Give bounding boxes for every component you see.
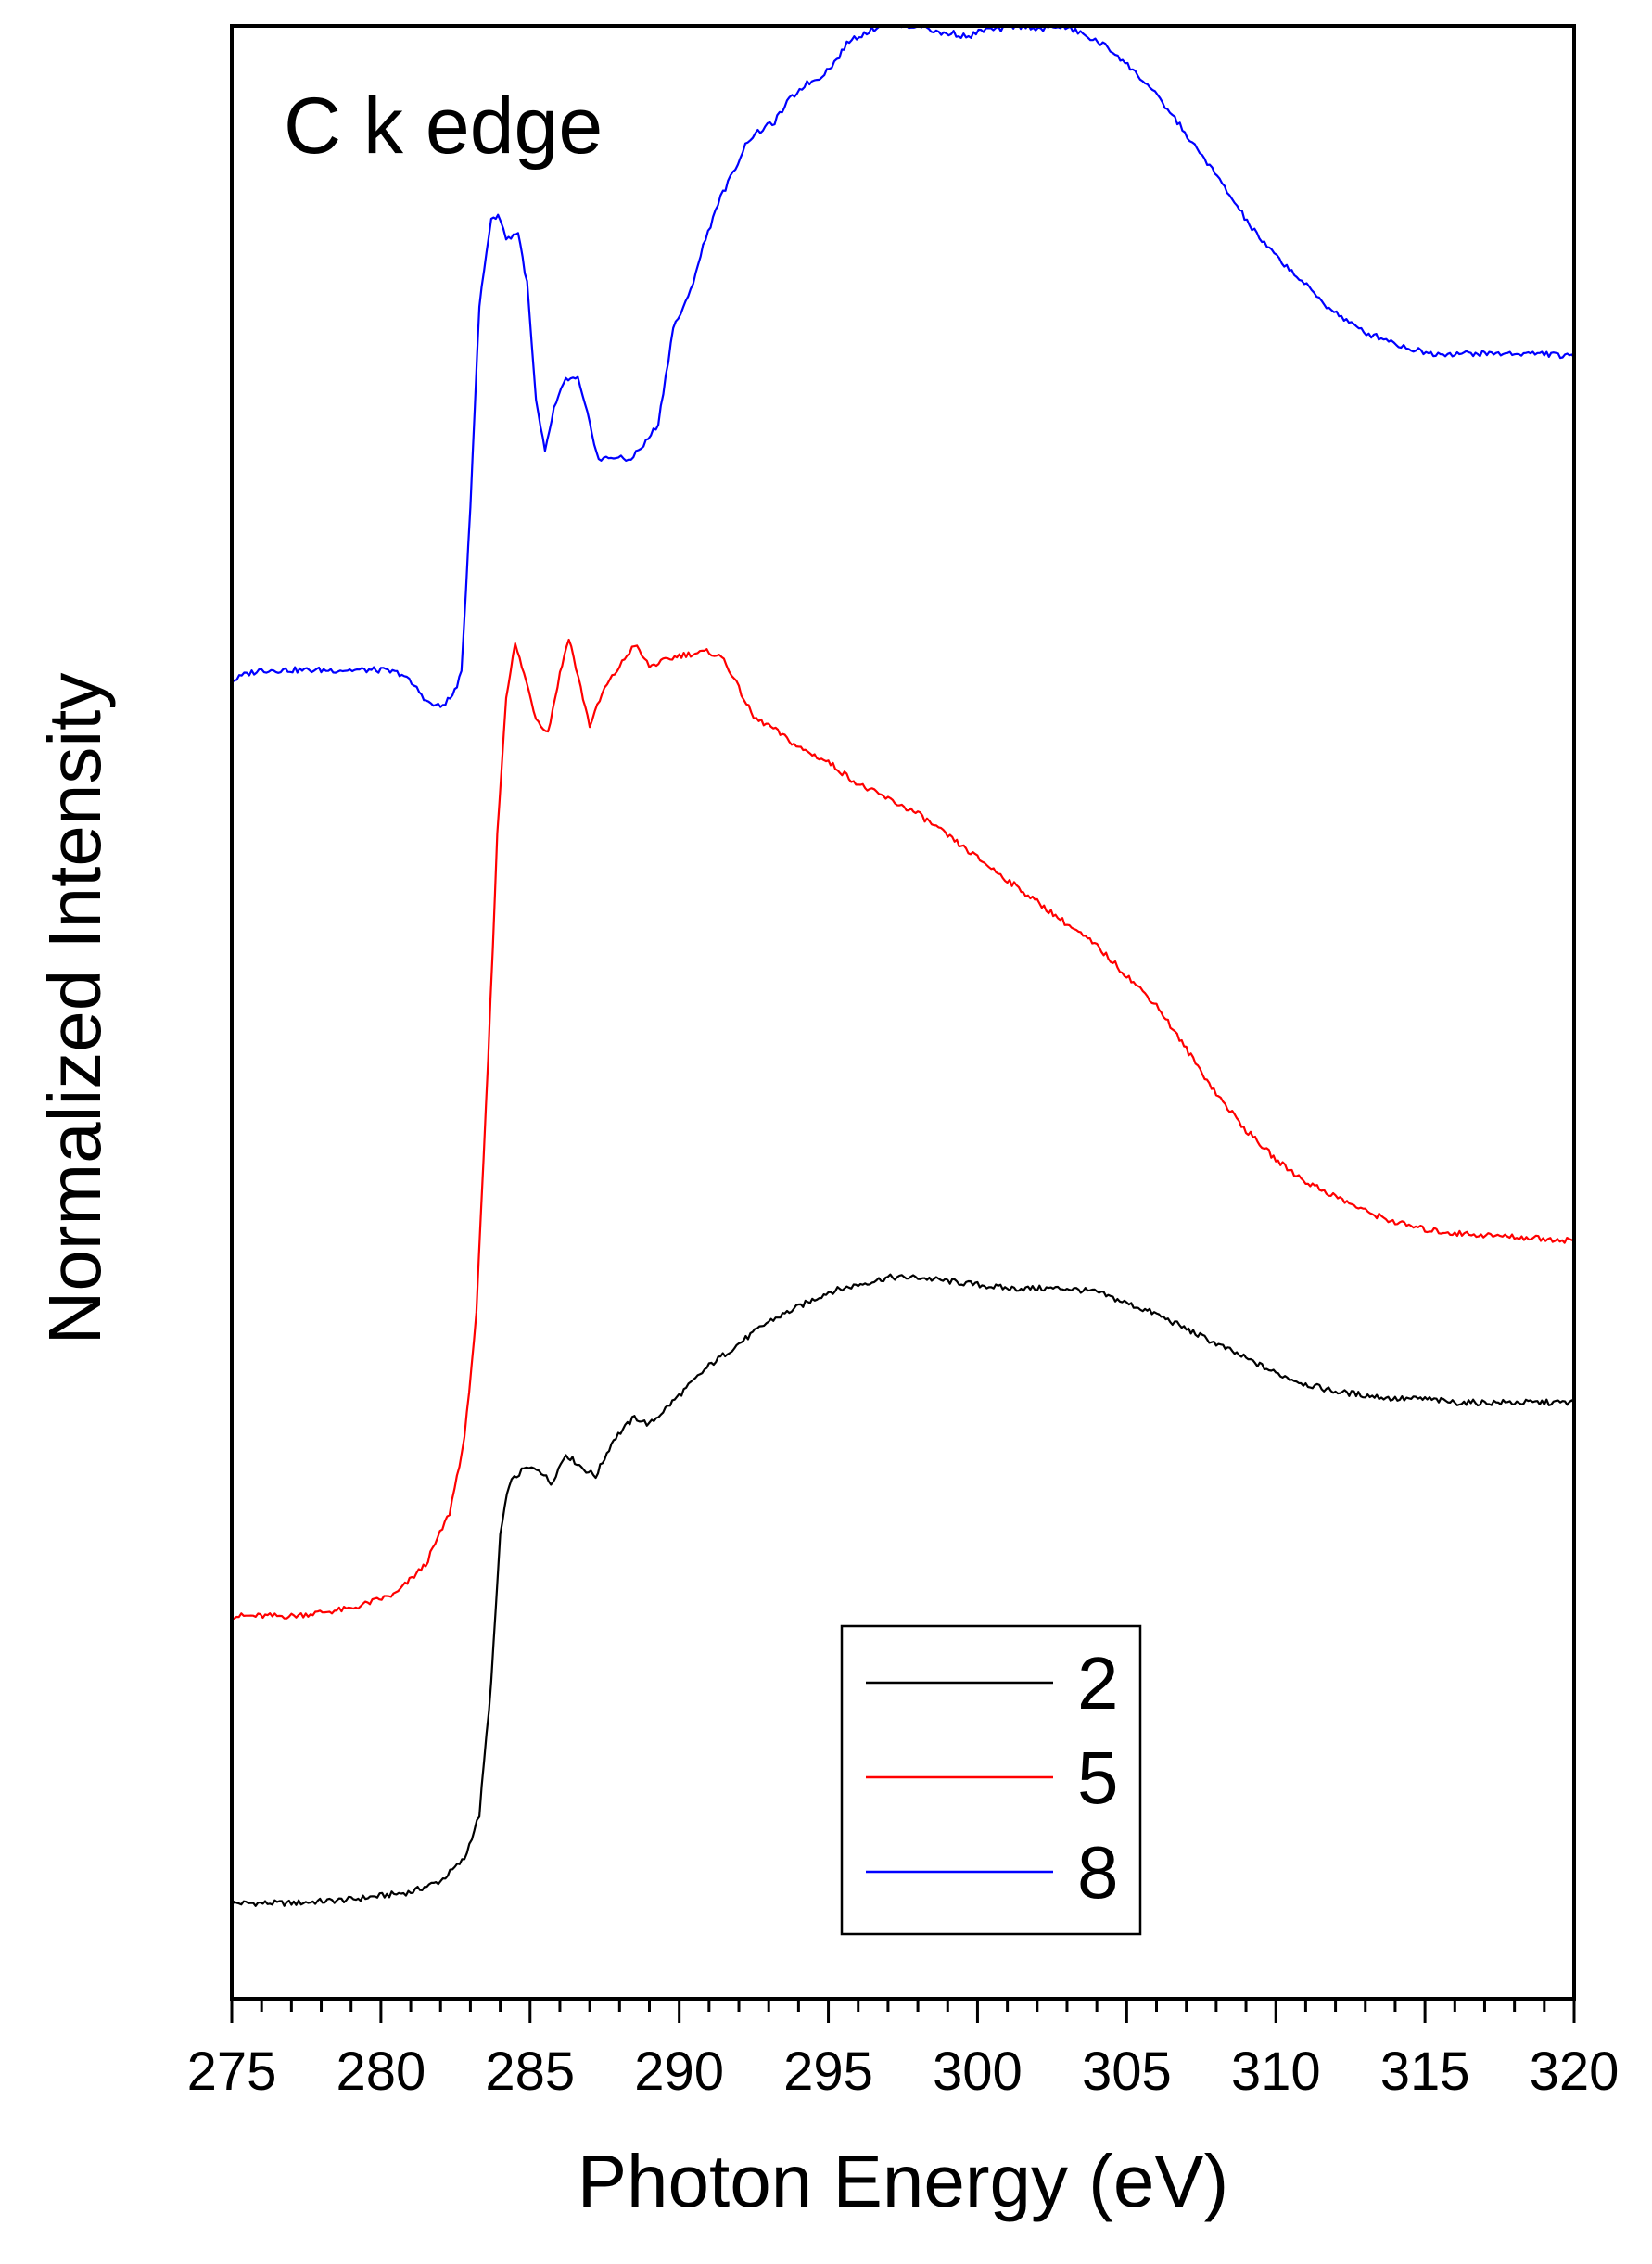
x-axis-ticks: [230, 1999, 1576, 2023]
legend-label-2: 2: [1077, 1642, 1119, 1724]
x-axis-tick-labels: 275 280 285 290 295 300 305 310 315 320: [187, 2041, 1620, 2102]
series-line-8: [232, 26, 1574, 708]
x-tick-label: 285: [485, 2041, 575, 2102]
series-line-5: [232, 638, 1574, 1621]
x-tick-label: 275: [187, 2041, 277, 2102]
x-axis-label: Photon Energy (eV): [578, 2140, 1229, 2222]
x-tick-label: 305: [1082, 2041, 1172, 2102]
x-tick-label: 295: [783, 2041, 873, 2102]
legend-label-5: 5: [1077, 1736, 1119, 1819]
x-tick-label: 300: [933, 2041, 1023, 2102]
x-tick-label: 320: [1530, 2041, 1620, 2102]
legend-label-8: 8: [1077, 1831, 1119, 1914]
x-tick-label: 310: [1231, 2041, 1321, 2102]
series-layer: [232, 26, 1574, 1907]
legend: 2 5 8: [840, 1624, 1142, 1936]
y-axis-label: Normalized Intensity: [33, 673, 116, 1345]
x-tick-label: 315: [1380, 2041, 1470, 2102]
x-tick-label: 280: [336, 2041, 426, 2102]
legend-box: [840, 1624, 1142, 1936]
plot-frame: [230, 24, 1576, 2001]
x-tick-label: 290: [634, 2041, 724, 2102]
series-line-2: [232, 1273, 1574, 1907]
chart-annotation: C k edge: [284, 82, 603, 171]
